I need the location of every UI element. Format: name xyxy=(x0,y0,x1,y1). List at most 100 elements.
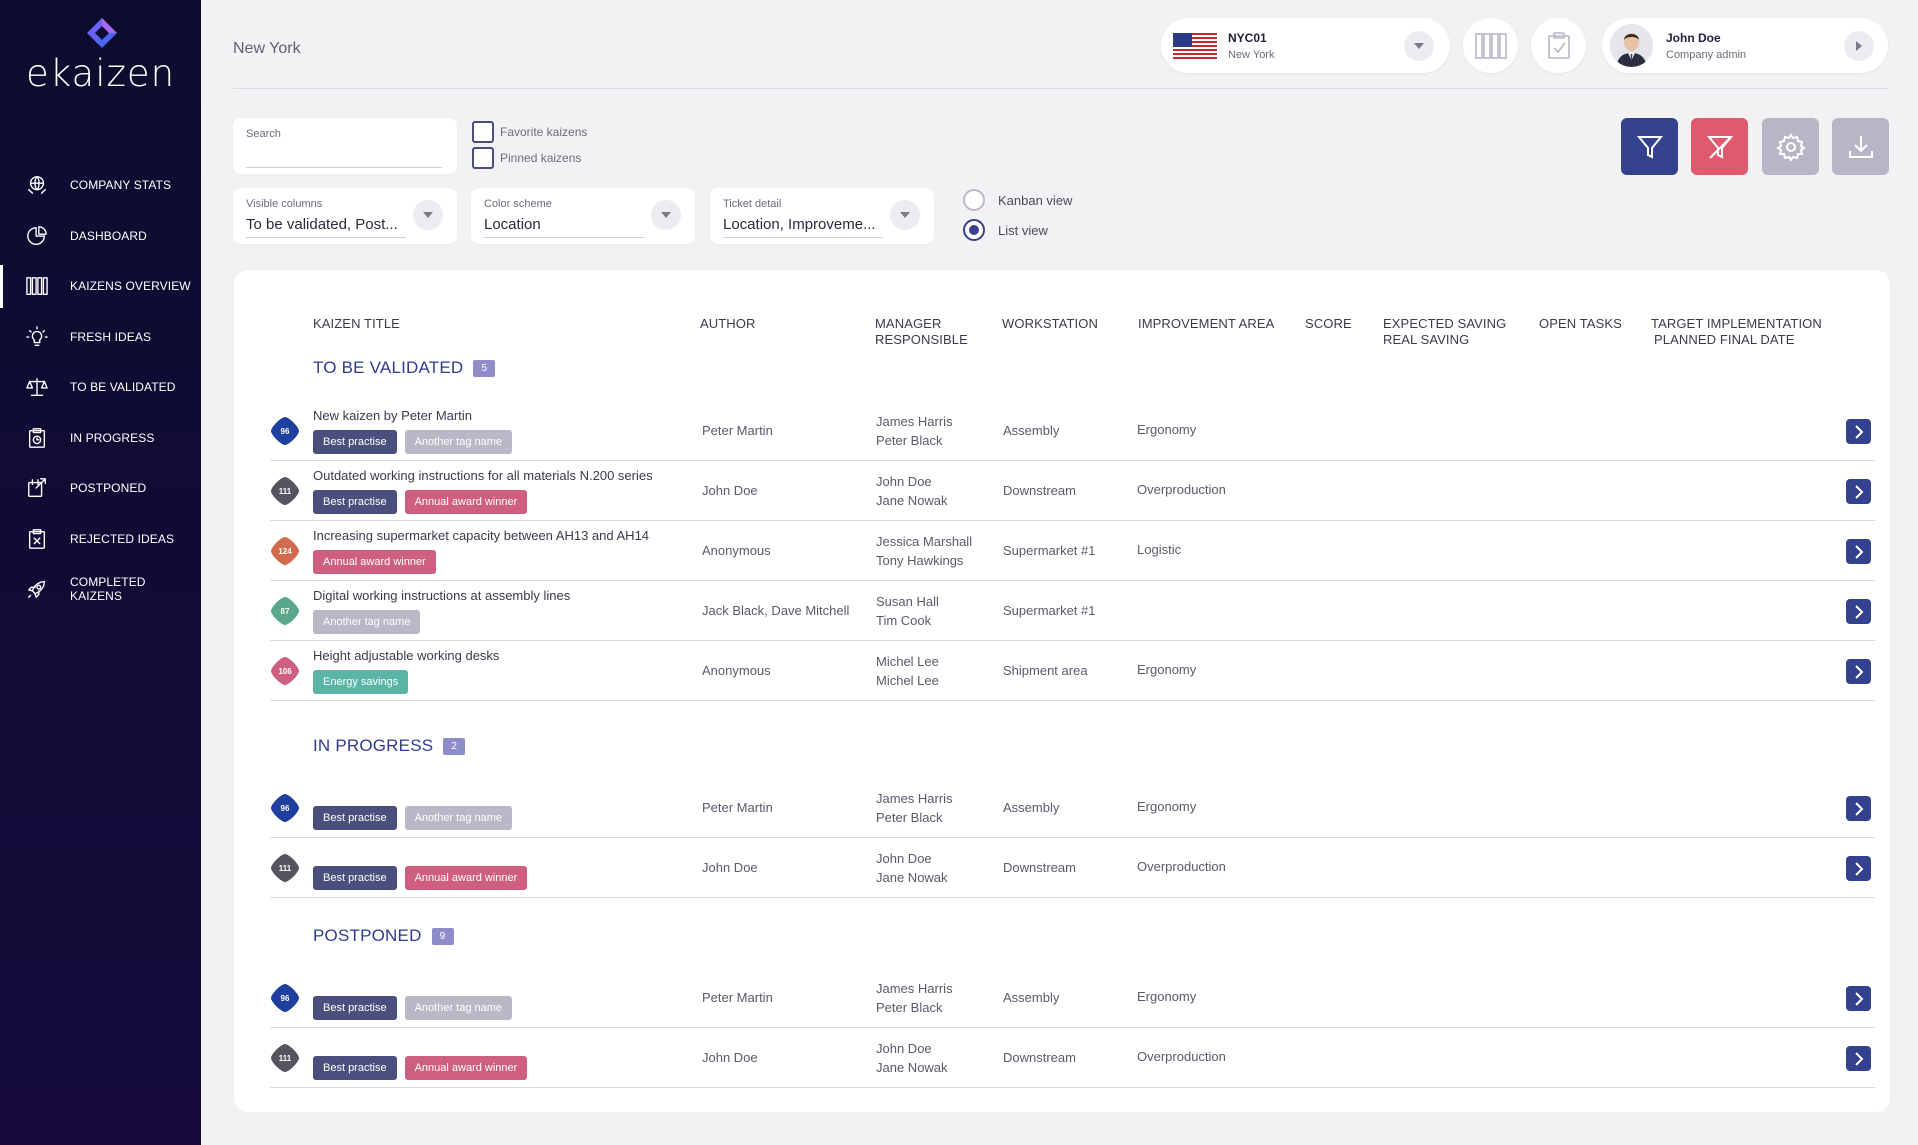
col-workstation[interactable]: WORKSTATION xyxy=(1002,316,1098,331)
open-kaizen-button[interactable] xyxy=(1846,659,1871,684)
open-kaizen-button[interactable] xyxy=(1846,599,1871,624)
tag[interactable]: Another tag name xyxy=(404,806,513,830)
tasks-button[interactable] xyxy=(1531,18,1586,73)
tag[interactable]: Annual award winner xyxy=(404,866,528,890)
table-row[interactable]: 96 Best practise Another tag name Peter Mar… xyxy=(270,778,1875,838)
tag[interactable]: Another tag name xyxy=(313,610,421,634)
sidebar-item-company-stats[interactable]: COMPANY STATS xyxy=(0,160,201,211)
section-postponed[interactable]: POSTPONED 9 xyxy=(313,926,454,946)
sidebar-item-completed-kaizens[interactable]: COMPLETED KAIZENS xyxy=(0,564,201,615)
pinned-kaizens-checkbox[interactable]: Pinned kaizens xyxy=(472,147,581,169)
ekaizen-logo[interactable]: ekaizen xyxy=(24,16,184,96)
col-open-tasks[interactable]: OPEN TASKS xyxy=(1539,316,1622,331)
ticket-detail-select[interactable]: Ticket detail Location, Improveme... xyxy=(710,188,934,244)
sidebar-item-dashboard[interactable]: DASHBOARD xyxy=(0,211,201,262)
sidebar-item-postponed[interactable]: POSTPONED xyxy=(0,463,201,514)
open-kaizen-button[interactable] xyxy=(1846,796,1871,821)
score-value: 87 xyxy=(280,606,290,616)
table-row[interactable]: 111 Best practise Annual award winner John … xyxy=(270,1028,1875,1088)
kanban-board-button[interactable] xyxy=(1463,18,1518,73)
visible-columns-dropdown[interactable] xyxy=(413,200,443,230)
section-to-be-validated[interactable]: TO BE VALIDATED 5 xyxy=(313,358,496,378)
filter-icon xyxy=(1636,135,1663,159)
sidebar-item-in-progress[interactable]: IN PROGRESS xyxy=(0,413,201,464)
filter-button[interactable] xyxy=(1621,118,1678,175)
open-kaizen-button[interactable] xyxy=(1846,856,1871,881)
sidebar-item-to-be-validated[interactable]: TO BE VALIDATED xyxy=(0,362,201,413)
score-value: 111 xyxy=(278,1053,292,1063)
col-improvement-area[interactable]: IMPROVEMENT AREA xyxy=(1138,316,1275,331)
favorite-kaizens-checkbox[interactable]: Favorite kaizens xyxy=(472,121,587,143)
section-in-progress[interactable]: IN PROGRESS 2 xyxy=(313,736,466,756)
kanban-view-radio-circle[interactable] xyxy=(963,189,985,211)
filter-off-icon xyxy=(1706,135,1733,159)
kaizen-title[interactable]: Outdated working instructions for all ma… xyxy=(313,468,653,483)
tag[interactable]: Annual award winner xyxy=(404,490,528,514)
sidebar-item-fresh-ideas[interactable]: FRESH IDEAS xyxy=(0,312,201,363)
tag[interactable]: Another tag name xyxy=(404,430,513,454)
search-field[interactable]: Search xyxy=(233,118,457,174)
search-input[interactable] xyxy=(246,148,442,164)
list-view-radio-circle[interactable] xyxy=(963,219,985,241)
col-author[interactable]: AUTHOR xyxy=(700,316,756,331)
manager-name: John Doe xyxy=(876,1041,932,1056)
table-row[interactable]: 96 Best practise Another tag name Peter Mar… xyxy=(270,968,1875,1028)
location-selector[interactable]: NYC01 New York xyxy=(1161,18,1450,73)
responsible-name: Tim Cook xyxy=(876,613,932,628)
list-view-radio[interactable]: List view xyxy=(963,219,1048,241)
kaizen-title[interactable]: Digital working instructions at assembly… xyxy=(313,588,571,603)
visible-columns-select[interactable]: Visible columns To be validated, Post... xyxy=(233,188,457,244)
chevron-right-icon xyxy=(1854,424,1863,439)
table-row[interactable]: 124 Increasing supermarket capacity betwe… xyxy=(270,521,1875,581)
table-row[interactable]: 111 Best practise Annual award winner John … xyxy=(270,838,1875,898)
workstation-cell: Supermarket #1 xyxy=(1003,543,1096,558)
sidebar-item-rejected-ideas[interactable]: REJECTED IDEAS xyxy=(0,514,201,565)
user-menu[interactable]: John Doe Company admin xyxy=(1602,18,1888,73)
tag[interactable]: Best practise xyxy=(313,1056,397,1080)
tag[interactable]: Best practise xyxy=(313,430,397,454)
color-scheme-dropdown[interactable] xyxy=(651,200,681,230)
kanban-view-radio[interactable]: Kanban view xyxy=(963,189,1072,211)
tag[interactable]: Another tag name xyxy=(404,996,513,1020)
pinned-checkbox-box[interactable] xyxy=(472,147,494,169)
tag[interactable]: Annual award winner xyxy=(404,1056,528,1080)
kaizen-title[interactable]: New kaizen by Peter Martin xyxy=(313,408,472,423)
sidebar-item-kaizens-overview[interactable]: KAIZENS OVERVIEW xyxy=(0,261,201,312)
col-target-date[interactable]: TARGET IMPLEMENTATION PLANNED FINAL DATE xyxy=(1651,316,1822,347)
col-manager[interactable]: MANAGER RESPONSIBLE xyxy=(875,316,968,347)
tag[interactable]: Best practise xyxy=(313,490,397,514)
table-row[interactable]: 111 Outdated working instructions for all… xyxy=(270,461,1875,521)
open-kaizen-button[interactable] xyxy=(1846,539,1871,564)
col-kaizen-title[interactable]: KAIZEN TITLE xyxy=(313,316,400,331)
table-row[interactable]: 106 Height adjustable working desks Energy… xyxy=(270,641,1875,701)
download-button[interactable] xyxy=(1832,118,1889,175)
tag[interactable]: Best practise xyxy=(313,996,397,1020)
tag[interactable]: Energy savings xyxy=(313,670,409,694)
open-kaizen-button[interactable] xyxy=(1846,986,1871,1011)
open-kaizen-button[interactable] xyxy=(1846,1046,1871,1071)
user-menu-toggle[interactable] xyxy=(1844,31,1874,61)
tag[interactable]: Annual award winner xyxy=(313,550,436,574)
clear-filter-button[interactable] xyxy=(1691,118,1748,175)
color-scheme-select[interactable]: Color scheme Location xyxy=(471,188,695,244)
location-dropdown-button[interactable] xyxy=(1404,31,1434,61)
tag[interactable]: Best practise xyxy=(313,866,397,890)
sidebar-item-label: FRESH IDEAS xyxy=(70,329,152,344)
open-kaizen-button[interactable] xyxy=(1846,419,1871,444)
col-saving[interactable]: EXPECTED SAVING REAL SAVING xyxy=(1383,316,1506,347)
kaizen-title[interactable]: Height adjustable working desks xyxy=(313,648,500,663)
table-row[interactable]: 96 New kaizen by Peter Martin Best practis… xyxy=(270,401,1875,461)
tag[interactable]: Best practise xyxy=(313,806,397,830)
location-code: NYC01 xyxy=(1228,31,1267,45)
col-manager-line2: RESPONSIBLE xyxy=(875,331,968,347)
list-view-label: List view xyxy=(998,222,1048,238)
table-row[interactable]: 87 Digital working instructions at assemb… xyxy=(270,581,1875,641)
col-score[interactable]: SCORE xyxy=(1305,316,1352,331)
favorite-checkbox-box[interactable] xyxy=(472,121,494,143)
ticket-detail-dropdown[interactable] xyxy=(890,200,920,230)
settings-button[interactable] xyxy=(1762,118,1819,175)
open-kaizen-button[interactable] xyxy=(1846,479,1871,504)
manager-cell: Susan Hall Tim Cook xyxy=(876,592,939,630)
author-cell: Peter Martin xyxy=(702,800,773,815)
kaizen-title[interactable]: Increasing supermarket capacity between … xyxy=(313,528,650,543)
